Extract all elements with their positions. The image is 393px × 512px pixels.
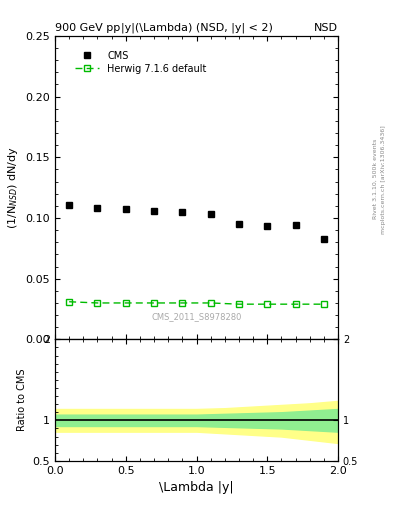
Text: CMS_2011_S8978280: CMS_2011_S8978280: [151, 312, 242, 321]
Herwig 7.1.6 default: [123, 300, 128, 306]
CMS: [152, 207, 156, 214]
CMS: [180, 209, 185, 215]
X-axis label: \Lambda |y|: \Lambda |y|: [159, 481, 234, 494]
Herwig 7.1.6 default: [67, 298, 72, 305]
Herwig 7.1.6 default: [293, 301, 298, 307]
Title: |y|(\Lambda) (NSD, |y| < 2): |y|(\Lambda) (NSD, |y| < 2): [121, 23, 272, 33]
CMS: [293, 222, 298, 228]
Y-axis label: Ratio to CMS: Ratio to CMS: [17, 369, 27, 431]
Text: Rivet 3.1.10, 500k events: Rivet 3.1.10, 500k events: [373, 139, 378, 219]
CMS: [208, 211, 213, 218]
Y-axis label: (1/N$_{NSD}$) dN/dy: (1/N$_{NSD}$) dN/dy: [6, 146, 20, 229]
Herwig 7.1.6 default: [265, 301, 270, 307]
Legend: CMS, Herwig 7.1.6 default: CMS, Herwig 7.1.6 default: [71, 47, 210, 77]
Text: mcplots.cern.ch [arXiv:1306.3436]: mcplots.cern.ch [arXiv:1306.3436]: [381, 125, 386, 233]
Herwig 7.1.6 default: [152, 300, 156, 306]
Text: 900 GeV pp: 900 GeV pp: [55, 23, 120, 33]
CMS: [237, 221, 241, 227]
Line: Herwig 7.1.6 default: Herwig 7.1.6 default: [66, 298, 327, 308]
Herwig 7.1.6 default: [95, 300, 100, 306]
CMS: [123, 206, 128, 212]
Herwig 7.1.6 default: [237, 301, 241, 307]
Text: NSD: NSD: [314, 23, 338, 33]
Herwig 7.1.6 default: [208, 300, 213, 306]
Herwig 7.1.6 default: [180, 300, 185, 306]
CMS: [67, 202, 72, 208]
Herwig 7.1.6 default: [321, 301, 326, 307]
CMS: [321, 236, 326, 242]
Line: CMS: CMS: [66, 201, 327, 242]
CMS: [265, 223, 270, 229]
CMS: [95, 205, 100, 211]
